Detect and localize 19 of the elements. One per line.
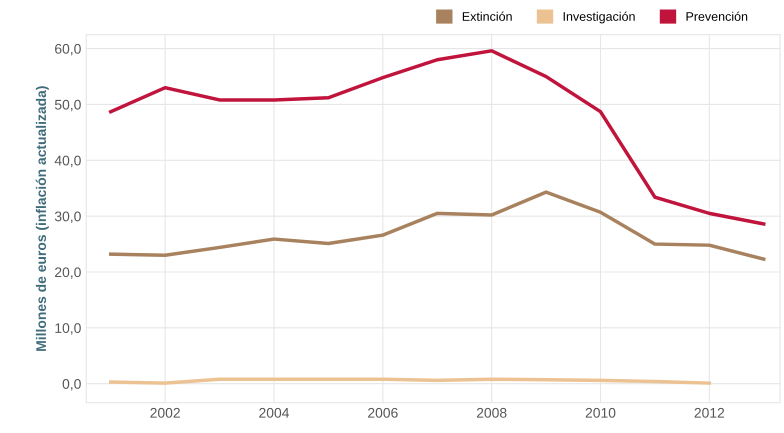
x-tick-label: 2010 [586, 408, 616, 418]
x-tick-label: 2002 [150, 408, 180, 418]
y-tick-label: 10,0 [55, 323, 81, 335]
x-tick-label: 2008 [476, 408, 507, 418]
y-tick-label: 40,0 [54, 156, 81, 168]
legend-label: Extinción [462, 12, 512, 21]
x-tick-label: 2006 [368, 408, 398, 418]
y-tick-label: 50,0 [54, 100, 81, 112]
y-tick-label: 30,0 [54, 211, 81, 223]
legend-label: Investigación [564, 12, 635, 24]
y-tick-label: 0,0 [62, 379, 81, 391]
x-tick-label: 2012 [694, 408, 724, 418]
y-tick-label: 20,0 [55, 267, 81, 279]
y-tick-label: 60,0 [55, 44, 81, 56]
legend-label: Prevención [686, 12, 748, 21]
line-series [108, 190, 766, 261]
x-tick-label: 2004 [259, 408, 290, 418]
y-axis-title: Millones de euros (inflación actualizada) [36, 86, 49, 351]
line-series [108, 49, 766, 226]
